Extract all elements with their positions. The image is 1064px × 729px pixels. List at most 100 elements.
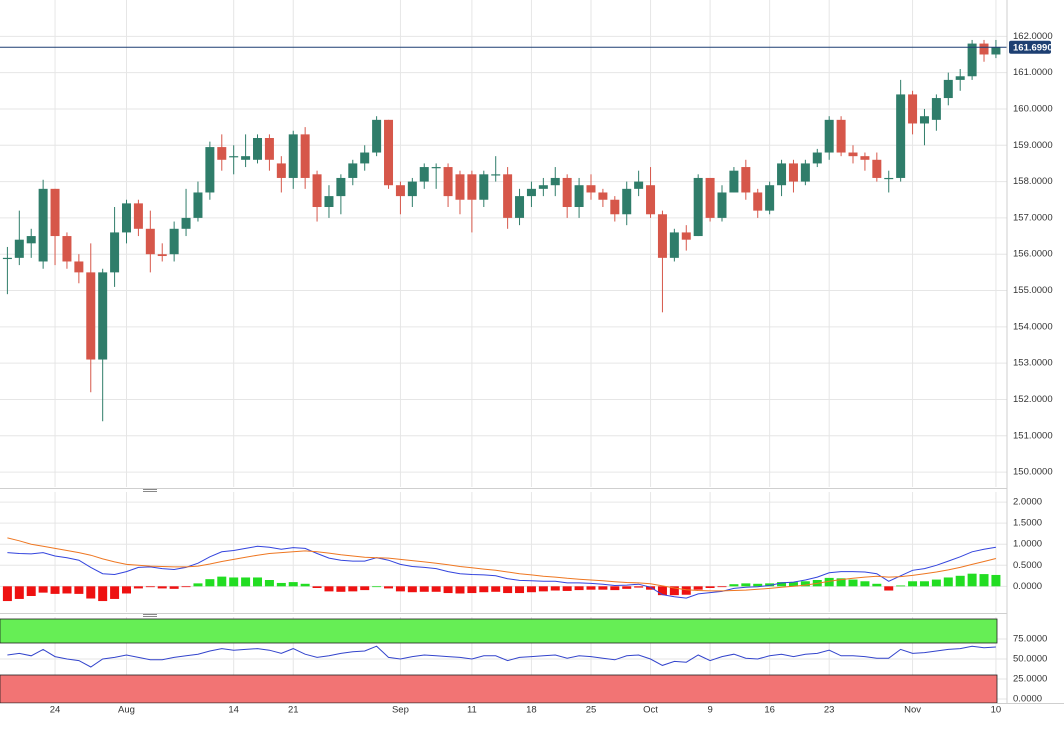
- histogram-bar: [955, 575, 965, 587]
- candle-body: [812, 152, 822, 164]
- x-tick-label: 21: [288, 705, 299, 716]
- histogram-bar: [384, 586, 394, 589]
- candle-body: [74, 261, 84, 273]
- histogram-bar: [788, 582, 798, 587]
- histogram-bar: [503, 586, 513, 594]
- candle-body: [26, 236, 36, 244]
- panel: [0, 492, 1007, 612]
- histogram-bar: [586, 586, 596, 590]
- y-tick-label: 1.0000: [1013, 539, 1042, 550]
- candle-body: [288, 134, 298, 178]
- histogram-bar: [443, 586, 453, 594]
- candle-body: [693, 177, 703, 237]
- last-price-box: [1009, 40, 1051, 54]
- histogram-bar: [348, 586, 358, 592]
- histogram-bar: [14, 586, 24, 599]
- x-tick-label: 11: [467, 705, 477, 716]
- histogram-bar: [253, 577, 263, 587]
- x-tick-label: 16: [764, 705, 775, 716]
- x-tick-label: 24: [50, 705, 61, 716]
- x-tick-label: Aug: [118, 705, 135, 716]
- candle-body: [729, 170, 739, 193]
- candle-body: [836, 119, 846, 153]
- candle-body: [967, 43, 977, 77]
- histogram-bar: [717, 586, 727, 588]
- histogram-bar: [646, 586, 656, 590]
- histogram-bar: [931, 579, 941, 587]
- candle-body: [395, 185, 405, 197]
- candle-body: [336, 177, 346, 197]
- y-tick-label: 159.0000: [1013, 140, 1053, 151]
- candle-body: [848, 152, 858, 157]
- y-tick-label: 151.0000: [1013, 430, 1053, 441]
- candle-body: [467, 174, 477, 200]
- divider-grip[interactable]: [143, 489, 157, 617]
- candle-body: [979, 43, 989, 55]
- histogram-bar: [967, 573, 977, 587]
- candle-body: [312, 174, 322, 208]
- y-tick-label: 155.0000: [1013, 285, 1053, 296]
- y-tick-label: 2.0000: [1013, 497, 1042, 508]
- candle-body: [157, 254, 167, 257]
- histogram-bar: [657, 586, 667, 596]
- histogram-bar: [372, 586, 382, 588]
- x-tick-label: 25: [586, 705, 597, 716]
- candle-body: [753, 192, 763, 211]
- histogram-bar: [800, 581, 810, 587]
- candle-body: [586, 185, 596, 193]
- x-tick-label: Nov: [904, 705, 921, 716]
- candle-body: [955, 76, 965, 80]
- histogram-bar: [824, 577, 834, 587]
- histogram-bar: [836, 578, 846, 587]
- histogram-bar: [562, 586, 572, 591]
- last-price-label: 161.6990: [1013, 42, 1053, 53]
- candle-body: [872, 159, 882, 178]
- histogram-bar: [872, 583, 882, 587]
- candle-body: [122, 203, 131, 233]
- histogram-bar: [145, 586, 155, 588]
- histogram-bar: [884, 586, 894, 591]
- y-tick-label: 161.0000: [1013, 67, 1053, 78]
- y-tick-label: 75.0000: [1013, 634, 1047, 645]
- y-tick-label: 25.0000: [1013, 674, 1047, 685]
- histogram-bar: [777, 582, 787, 587]
- histogram-bar: [26, 586, 36, 596]
- histogram-bar: [407, 586, 417, 593]
- candle-body: [884, 177, 894, 180]
- candle-body: [515, 196, 525, 218]
- candle-body: [550, 177, 560, 186]
- candle-body: [2, 257, 12, 260]
- candle-body: [574, 185, 584, 208]
- y-tick-label: 156.0000: [1013, 249, 1053, 260]
- histogram-bar: [574, 586, 584, 591]
- histogram-bar: [74, 586, 84, 594]
- candle-body: [860, 156, 870, 160]
- candle-body: [669, 232, 679, 258]
- x-tick-label: 23: [824, 705, 835, 716]
- histogram-bar: [479, 586, 489, 593]
- y-axis: 0.0000 25.0000 50.0000 75.0000: [1013, 634, 1047, 705]
- candle-body: [919, 116, 929, 124]
- histogram-bar: [455, 586, 465, 594]
- histogram-bar: [50, 586, 60, 594]
- candle-body: [741, 167, 751, 193]
- candle-body: [622, 188, 632, 215]
- candle-body: [598, 192, 608, 200]
- histogram-bar: [133, 586, 143, 589]
- histogram-bar: [681, 586, 691, 595]
- line: [7, 545, 996, 599]
- y-tick-label: 50.0000: [1013, 654, 1047, 665]
- candle-body: [98, 272, 108, 360]
- y-tick-label: 0.0000: [1013, 581, 1042, 592]
- histogram-bar: [979, 574, 989, 587]
- candle-body: [384, 119, 394, 186]
- histogram-bar: [669, 586, 679, 596]
- histogram-bar: [431, 586, 441, 592]
- histogram-bar: [205, 579, 215, 587]
- candle-body: [503, 174, 513, 218]
- candle-body: [681, 232, 691, 240]
- candle-body: [431, 167, 441, 169]
- histogram-bar: [526, 586, 536, 593]
